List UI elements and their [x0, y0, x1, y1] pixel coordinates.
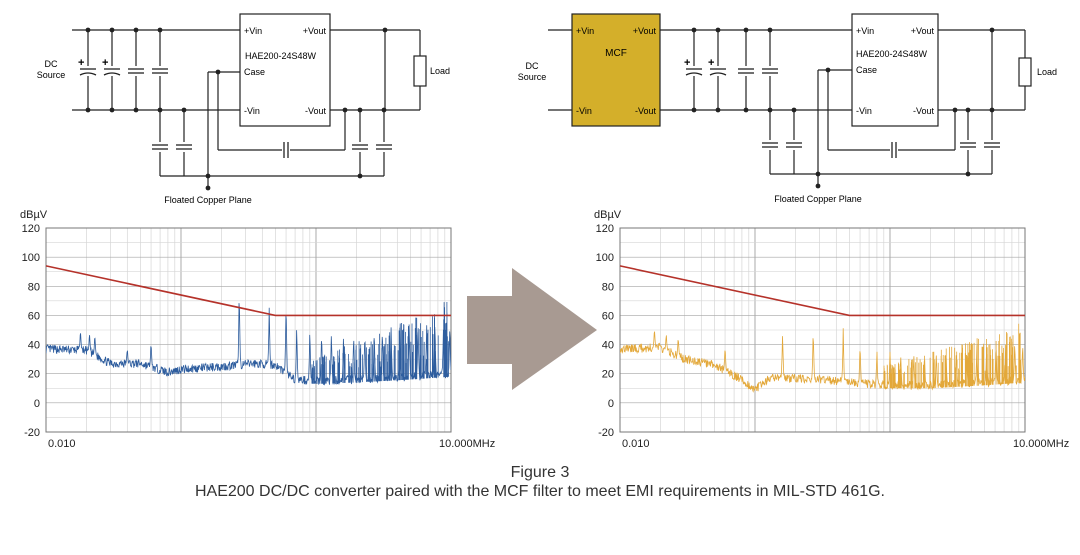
load-resistor — [413, 55, 427, 87]
capacitor-symbol — [785, 142, 803, 148]
y-tick-label: 40 — [602, 340, 614, 352]
y-tick-label: 60 — [602, 310, 614, 322]
y-tick-label: 120 — [22, 223, 40, 235]
series-capacitor-symbol — [891, 142, 897, 158]
pin-label: -Vout — [913, 106, 935, 116]
schematic-right: +Vin +Vout MCF -Vin -Vout +Vin +Vout HAE… — [518, 13, 1057, 204]
capacitor-symbol — [351, 144, 369, 150]
limit-line — [619, 265, 1025, 317]
figure-title: Figure 3 — [510, 464, 570, 481]
polarity-mark: + — [684, 57, 690, 69]
plot-frame — [45, 227, 452, 433]
chart-grid — [619, 227, 1026, 433]
capacitor-symbol — [761, 142, 779, 148]
electrolytic-cap-symbol — [79, 68, 97, 76]
y-tick-label: -20 — [24, 427, 40, 439]
series-capacitor-symbol — [283, 142, 289, 158]
pin-label: Case — [244, 67, 265, 77]
load-label: Load — [1037, 67, 1057, 77]
pin-label: +Vout — [633, 26, 657, 36]
plane-label: Floated Copper Plane — [164, 195, 252, 205]
emi-chart-before: 120 100 80 60 40 20 0 -20 dBµV 0.010 10.000MHz — [20, 209, 495, 450]
polarity-mark: + — [78, 57, 84, 69]
junction-dots — [691, 27, 995, 189]
y-tick-label: 60 — [28, 310, 40, 322]
x-tick-label: 0.010 — [48, 438, 76, 450]
pin-label: -Vin — [856, 106, 872, 116]
transition-arrow — [467, 268, 597, 390]
pin-label: -Vin — [244, 106, 260, 116]
schematic-left: +Vin +Vout HAE200-24S48W Case -Vin -Vout… — [37, 13, 450, 205]
pin-label: +Vin — [576, 26, 594, 36]
electrolytic-cap-symbol — [709, 68, 727, 76]
mcf-filter-box — [571, 13, 661, 127]
pin-label: Case — [856, 65, 877, 75]
electrolytic-cap-symbol — [685, 68, 703, 76]
capacitor-symbol — [151, 68, 169, 74]
capacitor-symbol — [375, 144, 393, 150]
x-tick-label: 10.000MHz — [439, 438, 495, 450]
converter-box — [851, 13, 939, 127]
pin-label: +Vin — [856, 26, 874, 36]
source-label: Source — [37, 70, 66, 80]
y-tick-label: 20 — [602, 369, 614, 381]
polarity-mark: + — [102, 57, 108, 69]
y-tick-label: 100 — [596, 252, 614, 264]
y-tick-label: 100 — [22, 252, 40, 264]
y-tick-label: 0 — [608, 398, 614, 410]
pin-label: -Vout — [635, 106, 657, 116]
pin-label: +Vin — [244, 26, 262, 36]
chart-grid — [45, 227, 452, 433]
y-tick-label: 80 — [602, 281, 614, 293]
source-label: DC — [526, 61, 539, 71]
emission-trace — [46, 302, 451, 386]
capacitor-symbol — [983, 142, 1001, 148]
capacitor-symbol — [737, 68, 755, 74]
x-tick-label: 10.000MHz — [1013, 438, 1069, 450]
capacitor-symbol — [175, 144, 193, 150]
pin-label: -Vout — [305, 106, 327, 116]
plane-label: Floated Copper Plane — [774, 194, 862, 204]
y-tick-label: 20 — [28, 369, 40, 381]
pin-label: -Vin — [576, 106, 592, 116]
y-tick-label: 120 — [596, 223, 614, 235]
source-label: Source — [518, 72, 547, 82]
y-tick-label: 40 — [28, 340, 40, 352]
x-tick-label: 0.010 — [622, 438, 650, 450]
pin-label: +Vout — [911, 26, 935, 36]
plot-frame — [619, 227, 1026, 433]
junction-dots — [85, 27, 388, 191]
emission-trace — [620, 323, 1025, 393]
load-resistor — [1018, 57, 1032, 87]
wires-left — [72, 29, 421, 188]
y-axis-label: dBµV — [594, 209, 622, 221]
y-axis-label: dBµV — [20, 209, 48, 221]
converter-box — [239, 13, 331, 127]
polarity-mark: + — [708, 57, 714, 69]
capacitor-symbol — [151, 144, 169, 150]
figure-caption: HAE200 DC/DC converter paired with the M… — [194, 483, 885, 500]
capacitor-symbol — [761, 68, 779, 74]
source-label: DC — [45, 59, 58, 69]
capacitor-symbol — [127, 68, 145, 74]
converter-name: HAE200-24S48W — [245, 51, 317, 61]
capacitor-symbol — [959, 142, 977, 148]
pin-label: +Vout — [303, 26, 327, 36]
electrolytic-cap-symbol — [103, 68, 121, 76]
y-tick-label: -20 — [598, 427, 614, 439]
converter-name: HAE200-24S48W — [856, 49, 928, 59]
y-tick-label: 80 — [28, 281, 40, 293]
limit-line — [45, 265, 451, 317]
y-tick-label: 0 — [34, 398, 40, 410]
emi-chart-after: 120 100 80 60 40 20 0 -20 dBµV 0.010 10.000MHz — [594, 209, 1069, 450]
load-label: Load — [430, 66, 450, 76]
filter-name: MCF — [605, 48, 627, 59]
